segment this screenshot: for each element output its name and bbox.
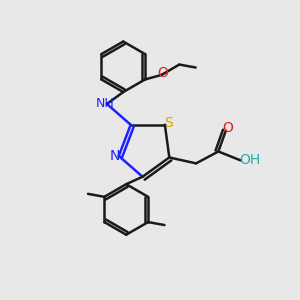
Text: OH: OH (239, 153, 260, 167)
Text: O: O (158, 67, 168, 80)
Text: N: N (110, 149, 120, 163)
Text: NH: NH (96, 98, 115, 110)
Text: O: O (222, 121, 233, 135)
Text: S: S (164, 116, 173, 130)
